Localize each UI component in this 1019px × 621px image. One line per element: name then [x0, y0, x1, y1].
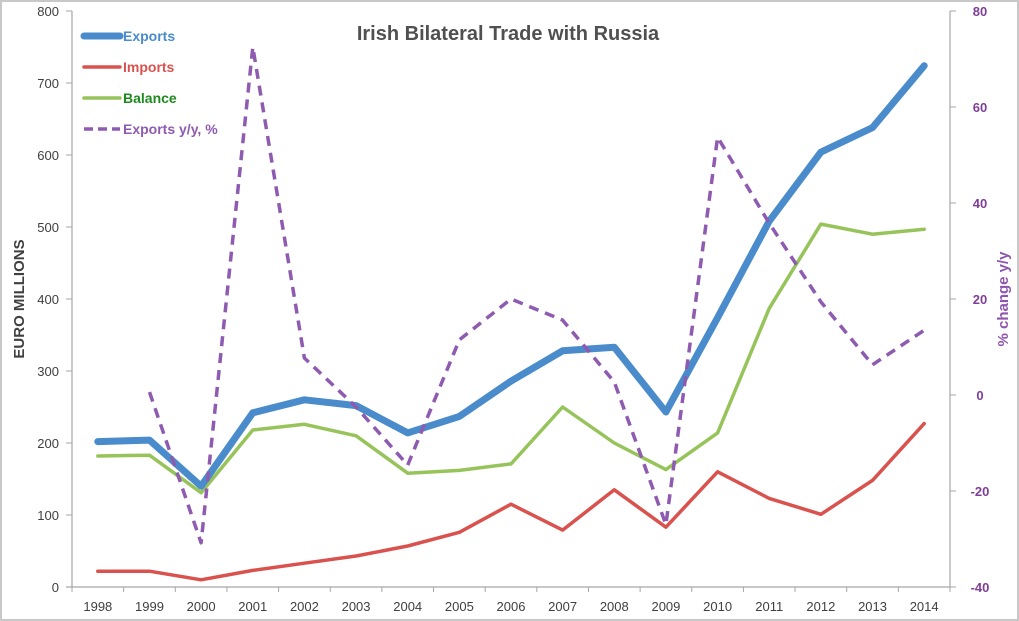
left-tick-label: 500	[37, 220, 59, 235]
x-tick-label: 2006	[497, 599, 526, 614]
left-tick-label: 800	[37, 4, 59, 19]
right-tick-label: 80	[973, 4, 987, 19]
legend-label: Balance	[123, 90, 177, 106]
right-tick-label: 40	[973, 196, 987, 211]
x-tick-label: 2010	[703, 599, 732, 614]
x-tick-label: 2009	[651, 599, 680, 614]
right-tick-label: 60	[973, 100, 987, 115]
right-tick-label: -20	[971, 484, 990, 499]
left-tick-label: 400	[37, 292, 59, 307]
x-tick-label: 2002	[290, 599, 319, 614]
left-axis-title: EURO MILLIONS	[11, 239, 28, 358]
left-y-axis: 0 100 200 300 400 500 600 700 800	[37, 4, 73, 595]
legend-item: Exports y/y, %	[84, 121, 218, 137]
x-tick-label: 2005	[445, 599, 474, 614]
left-tick-label: 100	[37, 508, 59, 523]
left-tick-label: 300	[37, 364, 59, 379]
series-layer	[94, 45, 928, 582]
x-tick-label: 1999	[135, 599, 164, 614]
x-tick-label: 1998	[83, 599, 112, 614]
x-tick-label: 2004	[393, 599, 422, 614]
right-tick-label: -40	[971, 580, 990, 595]
x-tick-label: 2007	[548, 599, 577, 614]
legend: Exports Imports Balance Exports y/y, %	[80, 28, 218, 137]
x-tick-label: 2001	[238, 599, 267, 614]
x-tick-label: 2011	[755, 599, 783, 614]
series-imports	[96, 421, 926, 582]
legend-label: Exports	[123, 28, 175, 44]
x-tick-label: 2000	[187, 599, 216, 614]
x-axis: 1998 1999 2000 2001 2002 2003 2004 2005 2006 2007…	[66, 586, 951, 614]
right-axis-title: % change y/y	[995, 251, 1012, 347]
x-tick-label: 2008	[600, 599, 629, 614]
left-tick-label: 600	[37, 148, 59, 163]
series-balance	[96, 222, 926, 495]
left-tick-label: 700	[37, 76, 59, 91]
left-tick-label: 0	[52, 580, 59, 595]
right-y-axis: -40 -20 0 20 40 60 80	[949, 4, 990, 595]
legend-label: Exports y/y, %	[123, 121, 218, 137]
series-exports	[94, 62, 928, 490]
x-tick-label: 2014	[910, 599, 939, 614]
left-tick-label: 200	[37, 436, 59, 451]
legend-item: Exports	[80, 28, 175, 44]
legend-item: Imports	[82, 59, 175, 75]
x-tick-label: 2012	[806, 599, 835, 614]
legend-item: Balance	[82, 90, 177, 106]
right-tick-label: 20	[973, 292, 987, 307]
x-tick-label: 2003	[342, 599, 371, 614]
x-tick-label: 2013	[858, 599, 887, 614]
series-exports-y-y	[147, 45, 926, 545]
chart-title: Irish Bilateral Trade with Russia	[357, 23, 660, 45]
legend-label: Imports	[123, 59, 175, 75]
right-tick-label: 0	[976, 388, 983, 403]
